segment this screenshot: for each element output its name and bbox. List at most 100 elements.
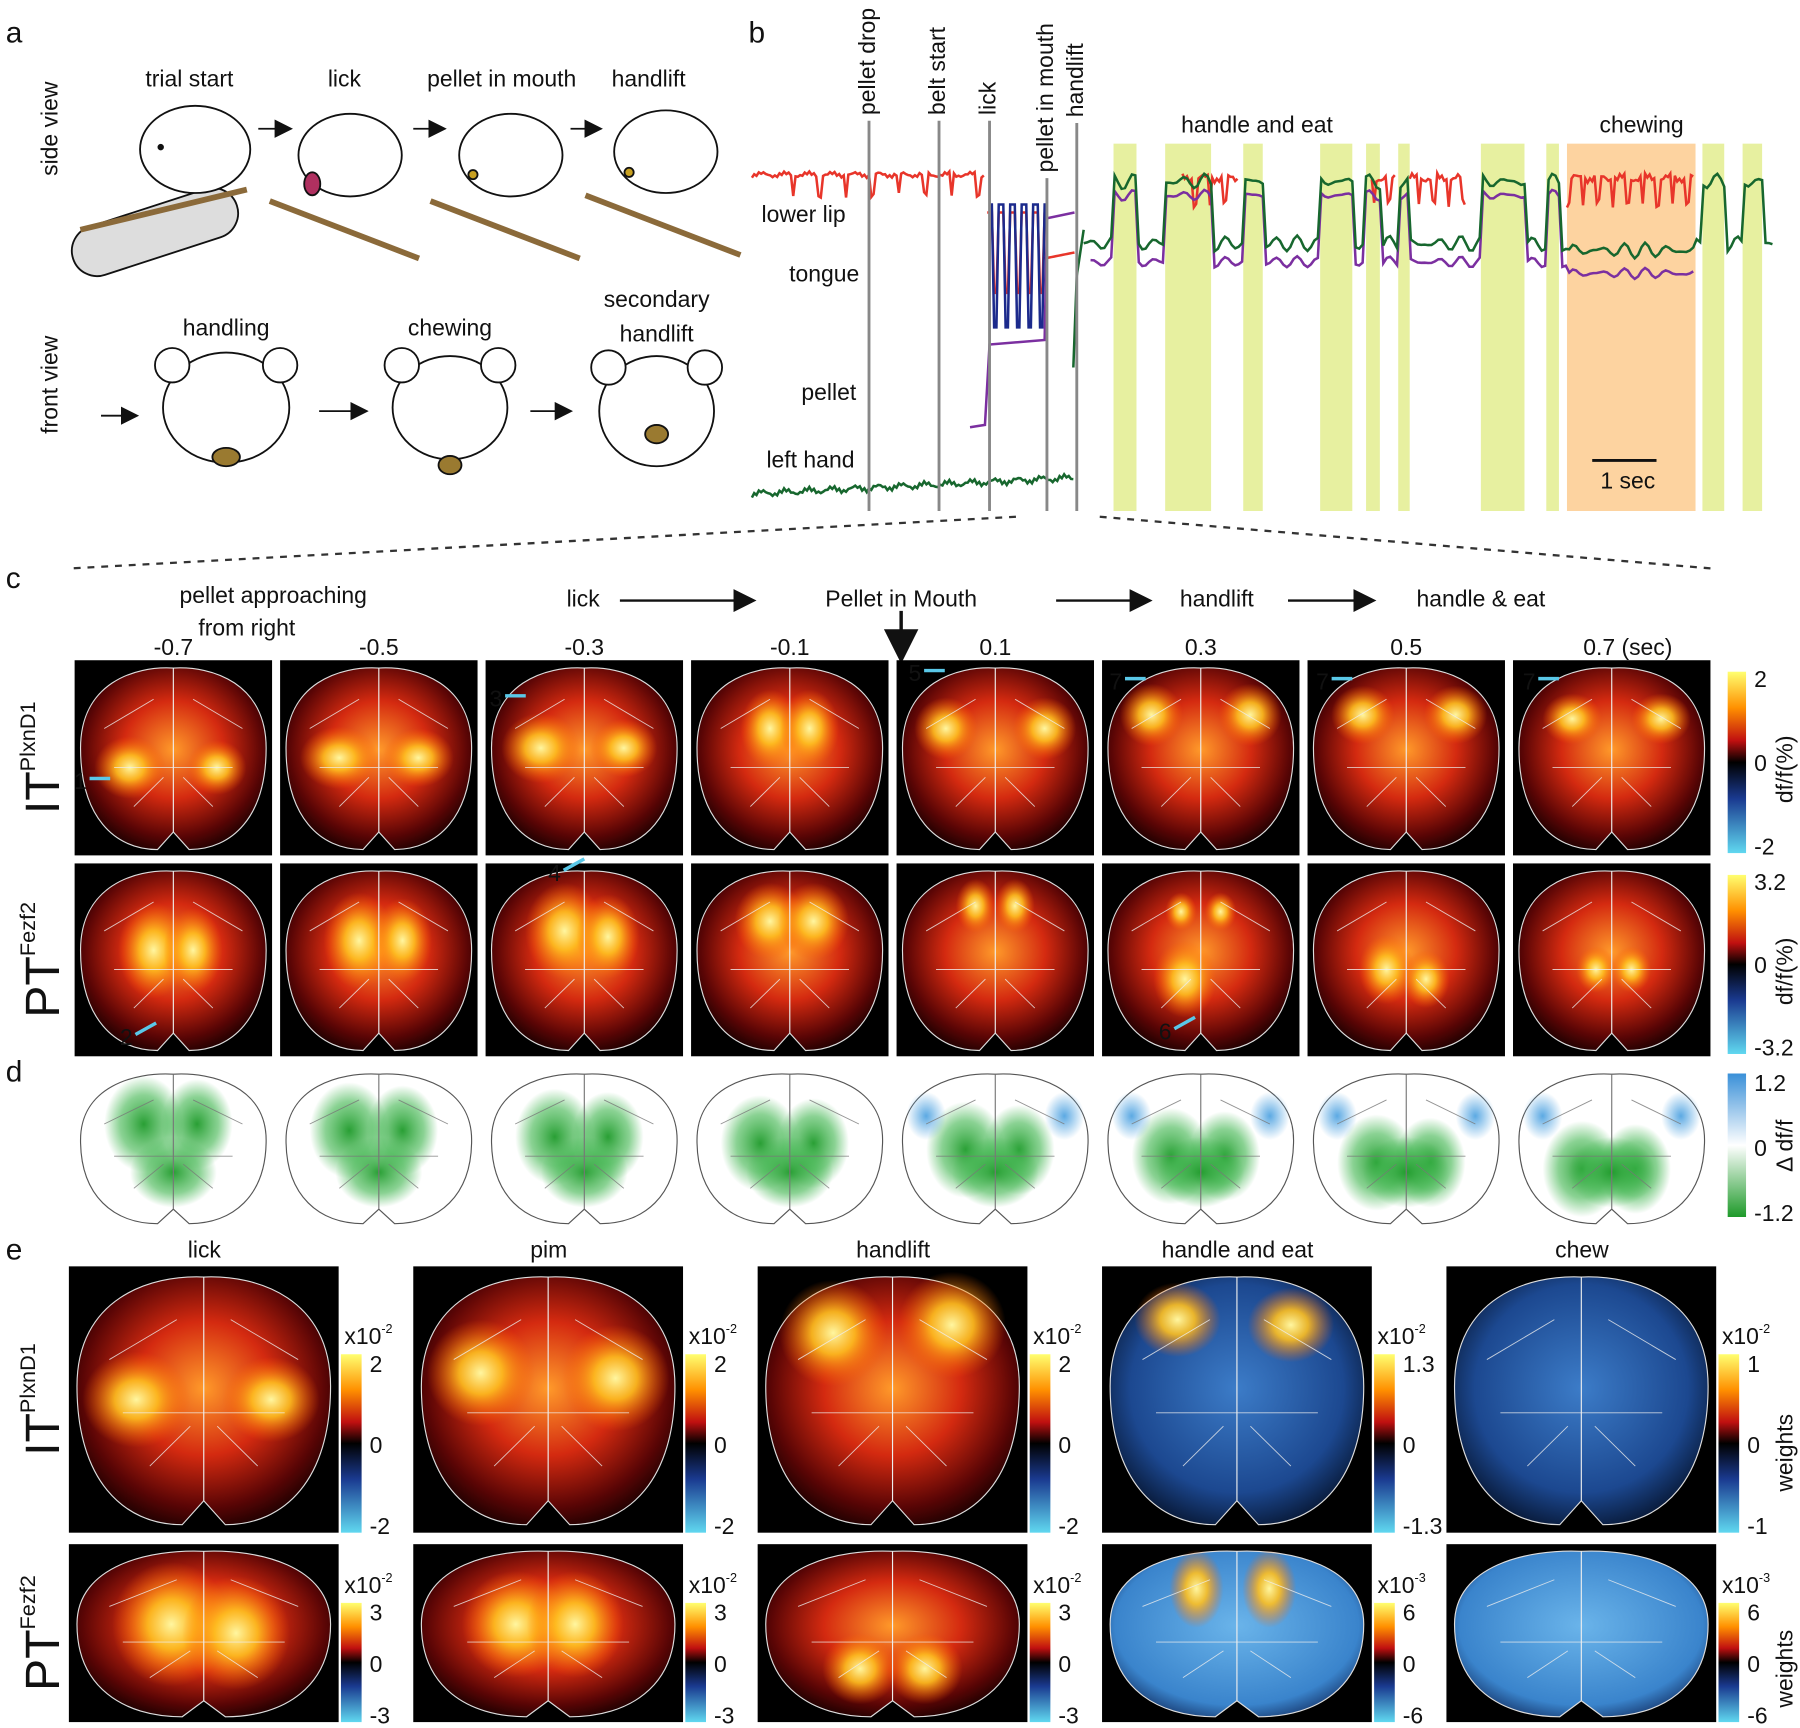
- area-border: [1004, 1163, 1036, 1189]
- chewing-band: [1566, 143, 1696, 512]
- activity-blob: [1250, 1091, 1290, 1141]
- area-border: [603, 698, 654, 729]
- brain-map: [1518, 1073, 1706, 1225]
- area-border: [838, 1425, 880, 1467]
- side-view-drawings: [70, 104, 742, 278]
- phase-label: pellet approaching: [179, 582, 366, 608]
- activity-blob: [897, 1271, 1006, 1379]
- area-border: [809, 698, 860, 729]
- phase-label: handlift: [1180, 586, 1255, 612]
- colorbar-tick-label: 3.2: [1754, 869, 1786, 895]
- colorbar-tick-label: 6: [1747, 1599, 1760, 1625]
- colorbar-scale: x10-2: [1722, 1322, 1770, 1349]
- scale-power: -3: [1759, 1571, 1770, 1585]
- scale-base: x10: [1722, 1323, 1759, 1349]
- area-border: [561, 1425, 603, 1467]
- scale-power: -2: [381, 1571, 392, 1585]
- area-border: [955, 777, 986, 807]
- trace-label: tongue: [789, 261, 859, 287]
- activity-blob: [1044, 1091, 1085, 1141]
- brain-map: [691, 660, 889, 856]
- brain-map: [74, 863, 273, 1057]
- band-label: chewing: [1599, 111, 1683, 137]
- trace: [1072, 229, 1085, 368]
- handle-eat-band: [1320, 143, 1353, 512]
- area-border: [925, 901, 976, 932]
- area-border: [1542, 698, 1593, 729]
- scale-base: x10: [1378, 1572, 1415, 1598]
- colorbar: [340, 1602, 362, 1723]
- colorbar-scale: x10-2: [1378, 1322, 1426, 1349]
- area-border: [593, 777, 625, 807]
- brain-map: [696, 1073, 884, 1225]
- colorbar-tick-label: -3: [370, 1703, 390, 1728]
- colorbar-tick-label: -2: [1754, 834, 1774, 860]
- area-border: [1336, 901, 1387, 932]
- colorbar-tick-label: 0: [1754, 952, 1767, 978]
- activity-blob: [1331, 685, 1395, 745]
- area-border: [1542, 901, 1593, 932]
- area-border: [1014, 1099, 1065, 1125]
- area-border: [230, 1579, 299, 1607]
- area-border: [1425, 901, 1476, 932]
- area-border: [797, 1579, 866, 1607]
- colorbar: [340, 1354, 362, 1533]
- area-border: [1608, 1319, 1676, 1360]
- area-border: [925, 1099, 976, 1125]
- colorbar-tick-label: 0: [714, 1432, 727, 1458]
- colorbar-scale: x10-3: [1378, 1571, 1426, 1598]
- area-border: [1220, 901, 1271, 932]
- marker-label: 4: [548, 860, 561, 886]
- time-label: -0.1: [770, 634, 810, 660]
- row-label: PTFezf2: [15, 1575, 70, 1691]
- area-border: [574, 1579, 643, 1607]
- brain-map: [74, 660, 273, 856]
- area-border: [1621, 777, 1652, 807]
- trace: [1565, 169, 1694, 210]
- area-border: [1142, 1579, 1211, 1607]
- brain-map: [68, 1266, 339, 1533]
- area-border: [182, 1163, 214, 1189]
- area-border: [149, 1650, 191, 1678]
- row-label-name: IT: [16, 771, 70, 814]
- row-label: ITPlxnD1: [15, 1343, 70, 1456]
- colorbar-label: Δ df/f: [1771, 1119, 1797, 1172]
- colorbar-tick-label: 1.3: [1403, 1351, 1435, 1377]
- colorbar-tick-label: 0: [1058, 1651, 1071, 1677]
- row-label: side view: [37, 81, 63, 176]
- activity-blob: [1247, 1287, 1335, 1363]
- colorbar-tick-label: -2: [1058, 1513, 1078, 1539]
- time-label: 0.3: [1185, 634, 1217, 660]
- handle-eat-band: [1742, 143, 1763, 512]
- scale-power: -3: [1415, 1571, 1426, 1585]
- activity-blob: [82, 1351, 191, 1448]
- area-border: [514, 698, 565, 729]
- time-label: -0.7: [154, 634, 194, 660]
- row-label: front view: [37, 335, 63, 434]
- activity-blob: [182, 1576, 291, 1691]
- scale-base: x10: [344, 1323, 381, 1349]
- area-border: [1571, 1163, 1603, 1189]
- activity-blob: [501, 712, 581, 784]
- handle-eat-band: [1480, 143, 1525, 512]
- brain-map: [896, 863, 1095, 1057]
- area-border: [1182, 1650, 1224, 1678]
- activity-blob: [1402, 950, 1450, 1009]
- brain-map: [1102, 1544, 1372, 1723]
- scale-base: x10: [1033, 1323, 1070, 1349]
- colorbar-tick-label: 0: [1754, 750, 1767, 776]
- time-label: 0.1: [979, 634, 1011, 660]
- brain-map: [757, 1266, 1028, 1533]
- area-border: [493, 1650, 535, 1678]
- area-border: [720, 1099, 771, 1125]
- area-border: [1014, 698, 1065, 729]
- area-border: [603, 901, 654, 932]
- area-border: [1131, 1099, 1182, 1125]
- handle-eat-band: [1243, 143, 1263, 512]
- colorbar: [1727, 671, 1747, 854]
- brain-map: [901, 1073, 1089, 1225]
- area-border: [104, 901, 154, 932]
- event-label: pellet drop: [854, 8, 880, 115]
- brain-map: [1513, 863, 1711, 1057]
- area-border: [1415, 978, 1447, 1009]
